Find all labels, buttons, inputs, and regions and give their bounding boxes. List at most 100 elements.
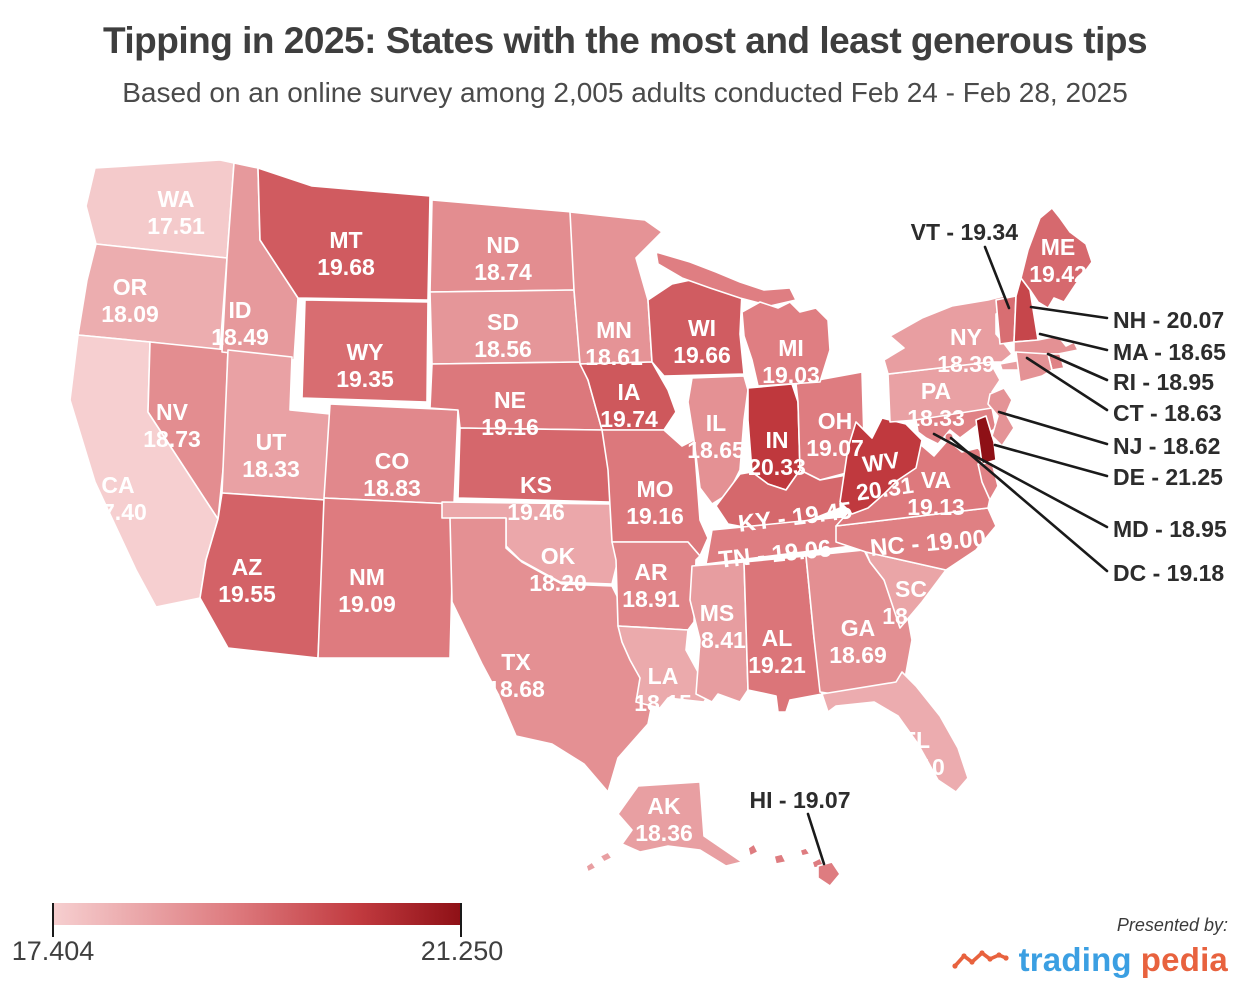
state-label-mo: MO xyxy=(636,476,673,502)
callout-label-ma: MA - 18.65 xyxy=(1113,339,1226,365)
state-hi xyxy=(747,843,841,887)
state-label-oh: 19.07 xyxy=(806,435,864,461)
callout-line-ct xyxy=(1025,356,1109,412)
state-label-ga: 18.69 xyxy=(829,642,887,668)
callout-line-hi xyxy=(806,812,826,866)
state-label-il: IL xyxy=(706,410,726,436)
state-label-id: ID xyxy=(229,297,252,323)
callout-line-dc xyxy=(949,436,1109,573)
state-label-ut: UT xyxy=(256,429,287,455)
state-ak xyxy=(585,781,743,873)
state-nc xyxy=(835,507,997,571)
state-wv xyxy=(839,417,923,515)
state-label-nv: 18.73 xyxy=(143,426,201,452)
state-label-mn: MN xyxy=(596,317,632,343)
state-label-la: LA xyxy=(648,663,679,689)
state-label-nm: 19.09 xyxy=(338,591,396,617)
state-label-mi: MI xyxy=(778,335,804,361)
state-label-nd: ND xyxy=(486,232,519,258)
state-label-ak: AK xyxy=(647,793,681,819)
state-label-or: OR xyxy=(113,274,148,300)
state-label-mt: MT xyxy=(329,227,362,253)
state-az xyxy=(199,492,327,659)
state-label-pa: 18.33 xyxy=(907,405,965,431)
tradingpedia-logo: trading pedia xyxy=(951,941,1228,978)
state-label-sc: 18.25 xyxy=(882,603,940,629)
state-ia xyxy=(579,361,677,431)
attribution: Presented by: trading pedia xyxy=(951,915,1228,978)
state-label-sc: SC xyxy=(895,576,927,602)
state-label-co: CO xyxy=(375,448,410,474)
state-label-ok: OK xyxy=(541,543,576,569)
state-label-az: AZ xyxy=(232,554,263,580)
state-label-me: 19.42 xyxy=(1029,261,1087,287)
callout-label-ct: CT - 18.63 xyxy=(1113,400,1222,426)
state-or xyxy=(77,243,228,351)
callout-label-de: DE - 21.25 xyxy=(1113,464,1223,490)
callout-line-ri xyxy=(1046,352,1109,382)
state-label-la: 18.15 xyxy=(634,690,692,716)
state-label-sd: SD xyxy=(487,309,519,335)
page-subtitle: Based on an online survey among 2,005 ad… xyxy=(122,76,1128,108)
state-label-ia: 19.74 xyxy=(600,406,658,432)
callout-line-nh xyxy=(1029,305,1109,320)
state-de xyxy=(975,415,997,465)
state-fl xyxy=(821,671,969,793)
state-nv xyxy=(147,341,229,520)
state-label-al: 19.21 xyxy=(748,652,806,678)
callout-line-nj xyxy=(997,410,1109,446)
state-label-oh: OH xyxy=(818,408,853,434)
state-label-wi: 19.66 xyxy=(673,342,731,368)
state-label-ks: 19.46 xyxy=(507,499,565,525)
state-label-mi: 19.03 xyxy=(762,362,820,388)
state-label-id: 18.49 xyxy=(211,324,269,350)
callout-line-vt xyxy=(983,245,1011,310)
state-label-ca: CA xyxy=(101,472,134,498)
state-label-ms: MS xyxy=(700,600,735,626)
state-label-ut: 18.33 xyxy=(242,456,300,482)
state-la xyxy=(617,625,713,709)
state-label-nv: NV xyxy=(156,399,189,425)
state-label-ny: 18.39 xyxy=(937,351,995,377)
state-mo xyxy=(601,429,709,557)
state-label-in: IN xyxy=(766,427,789,453)
callout-label-dc: DC - 19.18 xyxy=(1113,560,1224,586)
state-wy xyxy=(301,299,429,403)
callout-label-nj: NJ - 18.62 xyxy=(1113,433,1220,459)
state-label-sd: 18.56 xyxy=(474,336,532,362)
state-label-pa: PA xyxy=(921,378,951,404)
state-label-fl: 18.10 xyxy=(887,754,945,780)
state-label-ny: NY xyxy=(950,324,982,350)
state-label-nm: NM xyxy=(349,564,385,590)
state-label-ks: KS xyxy=(520,472,552,498)
state-label-co: 18.83 xyxy=(363,475,421,501)
state-nm xyxy=(317,497,455,659)
state-label-ne: NE xyxy=(494,387,526,413)
state-label-mo: 19.16 xyxy=(626,503,684,529)
state-ar xyxy=(611,541,701,631)
state-label-or: 18.09 xyxy=(101,301,159,327)
callout-line-ma xyxy=(1038,332,1109,352)
brand-trading: trading xyxy=(1018,941,1132,978)
state-label-wv: WV xyxy=(861,446,902,477)
state-label-va: 19.13 xyxy=(907,494,965,520)
callout-line-de xyxy=(993,443,1109,478)
state-label-ia: IA xyxy=(618,379,641,405)
page-title: Tipping in 2025: States with the most an… xyxy=(102,20,1148,61)
state-mt xyxy=(257,167,431,301)
state-label-wi: WI xyxy=(688,315,716,341)
state-ct xyxy=(1015,351,1053,383)
state-label-va: VA xyxy=(921,467,951,493)
state-label-ms: 18.41 xyxy=(688,627,746,653)
callout-label-vt: VT - 19.34 xyxy=(911,219,1019,245)
state-label-mn: 18.61 xyxy=(585,344,643,370)
callout-label-ri: RI - 18.95 xyxy=(1113,369,1214,395)
state-label-al: AL xyxy=(762,625,793,651)
state-me xyxy=(1020,207,1093,309)
presented-by-text: Presented by: xyxy=(1116,915,1228,935)
state-label-fl: FL xyxy=(902,727,930,753)
state-label-wa: 17.51 xyxy=(147,213,205,239)
callout-label-md: MD - 18.95 xyxy=(1113,516,1227,542)
